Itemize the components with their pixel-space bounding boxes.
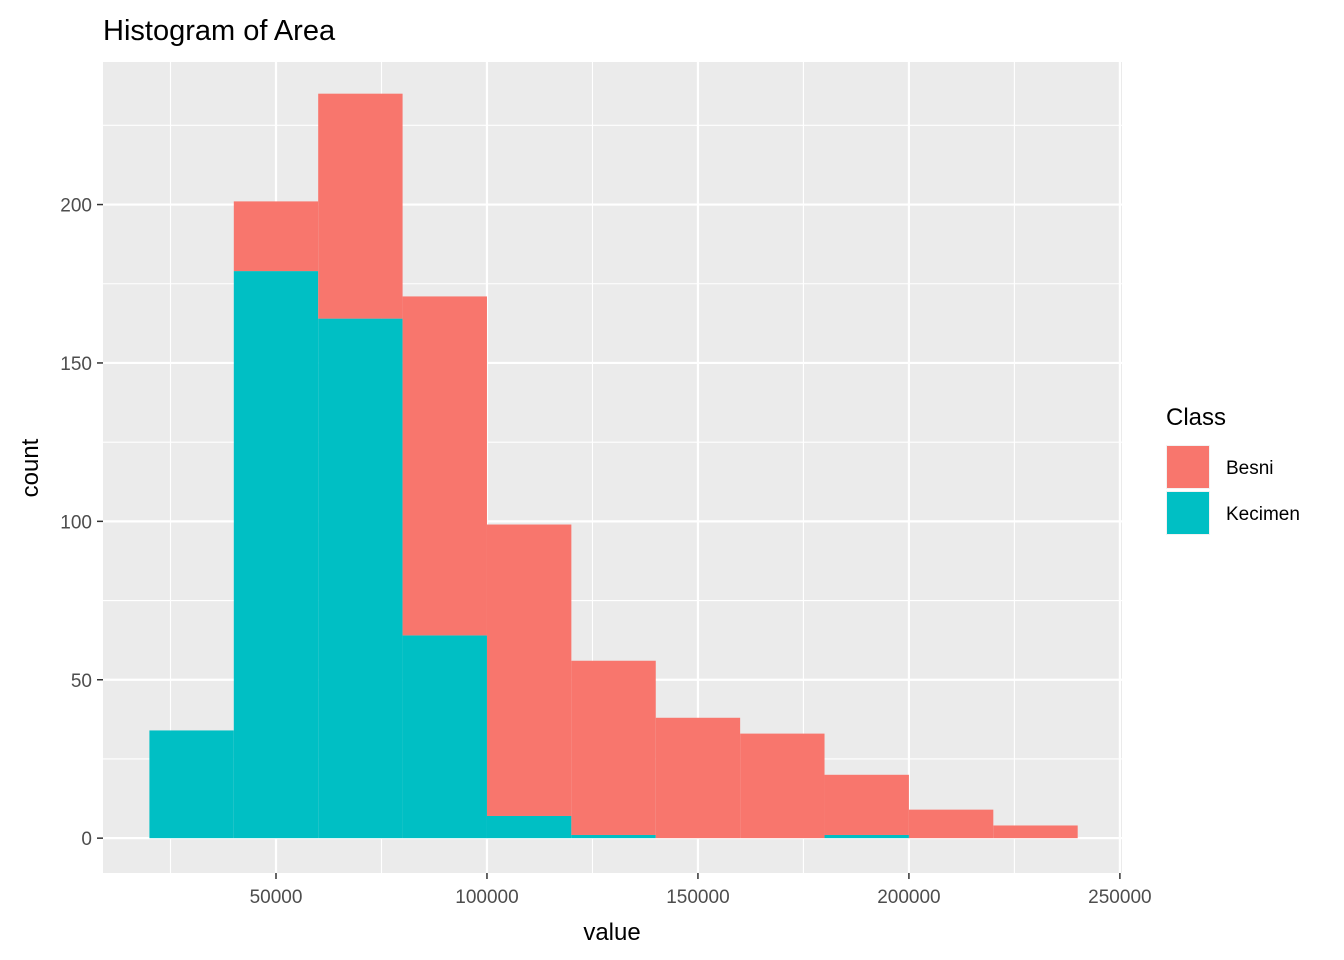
bar-besni-40000 [233, 201, 319, 272]
bar-kecimen-180000 [824, 834, 909, 839]
bar-kecimen-80000 [402, 635, 487, 839]
legend-swatch-kecimen [1167, 492, 1209, 534]
bar-kecimen-40000 [233, 271, 319, 839]
bar-kecimen-20000 [149, 730, 234, 839]
legend-swatch-besni [1167, 446, 1209, 488]
legend-title: Class [1166, 404, 1226, 431]
y-axis-title: count [17, 438, 44, 497]
legend-label-kecimen: Kecimen [1226, 504, 1300, 525]
x-axis-title: value [583, 919, 640, 946]
x-tick-label: 150000 [666, 887, 729, 908]
bar-besni-200000 [908, 809, 994, 839]
y-tick-label: 200 [60, 196, 92, 217]
y-tick-label: 100 [60, 512, 92, 533]
bar-besni-220000 [993, 825, 1078, 839]
legend: Class Besni Kecimen [1166, 404, 1300, 535]
bar-besni-60000 [318, 93, 403, 319]
chart-title: Histogram of Area [103, 15, 336, 47]
x-tick-label: 50000 [250, 887, 303, 908]
x-tick-label: 200000 [877, 887, 940, 908]
bars-group [149, 93, 1078, 839]
x-axis: 50000 100000 150000 200000 250000 [250, 873, 1152, 908]
bar-besni-100000 [486, 524, 572, 816]
y-axis: 0 50 100 150 200 [60, 196, 103, 850]
bar-kecimen-100000 [486, 815, 572, 839]
bar-besni-160000 [740, 733, 825, 839]
bar-kecimen-60000 [318, 318, 403, 839]
bar-besni-180000 [824, 774, 909, 835]
bar-besni-80000 [402, 296, 487, 636]
x-tick-label: 100000 [455, 887, 518, 908]
bar-kecimen-120000 [571, 834, 656, 839]
bar-besni-120000 [571, 660, 656, 835]
legend-label-besni: Besni [1226, 458, 1274, 479]
bar-besni-140000 [655, 717, 741, 839]
legend-items: Besni Kecimen [1166, 445, 1300, 535]
y-tick-label: 0 [81, 829, 92, 850]
y-tick-label: 50 [71, 671, 92, 692]
y-tick-label: 150 [60, 354, 92, 375]
x-tick-label: 250000 [1088, 887, 1151, 908]
